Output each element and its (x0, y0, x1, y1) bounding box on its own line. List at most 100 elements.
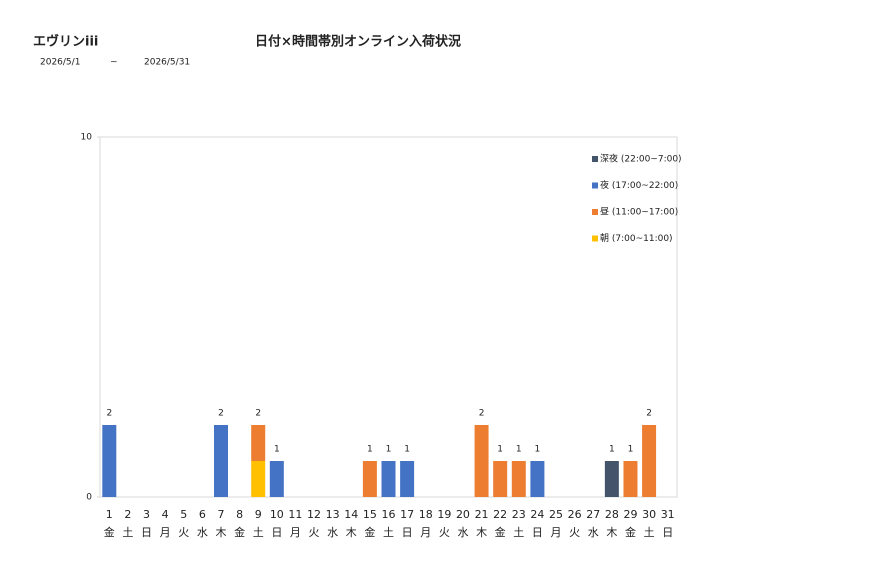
legend-label: 深夜 (22:00~7:00) (600, 153, 682, 165)
plot-area (99, 136, 678, 498)
x-tick-label: 20 (456, 508, 470, 521)
bar-segment (530, 461, 545, 497)
x-weekday-label: 木 (606, 526, 617, 539)
x-weekday-label: 土 (122, 526, 133, 539)
x-tick-label: 2 (124, 508, 131, 521)
x-tick-label: 18 (419, 508, 433, 521)
date-to: 2026/5/31 (144, 58, 190, 68)
x-weekday-label: 水 (588, 526, 599, 539)
x-tick-label: 7 (217, 508, 224, 521)
x-weekday-label: 木 (476, 526, 487, 539)
total-label: 1 (535, 445, 541, 455)
x-tick-label: 6 (199, 508, 206, 521)
x-tick-label: 11 (288, 508, 302, 521)
total-label: 2 (218, 409, 224, 419)
legend-swatch (592, 209, 598, 215)
x-tick-label: 26 (568, 508, 582, 521)
legend-swatch (592, 156, 598, 162)
bar-segment (623, 461, 638, 497)
bar-segment (493, 461, 508, 497)
bar-segment (381, 461, 396, 497)
x-tick-label: 13 (326, 508, 340, 521)
x-tick-label: 14 (344, 508, 358, 521)
bar-segment (511, 461, 526, 497)
x-tick-label: 31 (661, 508, 675, 521)
x-weekday-label: 日 (662, 526, 673, 539)
chart-title: 日付×時間帯別オンライン入荷状況 (255, 34, 461, 50)
x-weekday-label: 月 (160, 526, 171, 539)
store-name: エヴリンiii (33, 34, 98, 50)
bar-segment (474, 425, 489, 497)
x-weekday-label: 木 (346, 526, 357, 539)
total-label: 1 (497, 445, 503, 455)
x-tick-label: 9 (255, 508, 262, 521)
x-weekday-label: 火 (439, 526, 450, 539)
x-tick-label: 15 (363, 508, 377, 521)
total-label: 1 (404, 445, 410, 455)
bar-segment (269, 461, 284, 497)
total-label: 1 (386, 445, 392, 455)
x-tick-label: 29 (623, 508, 637, 521)
x-tick-label: 5 (180, 508, 187, 521)
legend-swatch (592, 235, 598, 242)
legend-label: 朝 (7:00~11:00) (600, 233, 673, 244)
x-weekday-label: 日 (532, 526, 543, 539)
x-tick-label: 4 (162, 508, 169, 521)
total-label: 2 (479, 409, 485, 419)
total-label: 2 (106, 409, 112, 419)
total-label: 2 (646, 409, 652, 419)
x-tick-label: 21 (475, 508, 489, 521)
bar-segment (213, 425, 228, 497)
x-weekday-label: 土 (513, 526, 524, 539)
x-weekday-label: 月 (420, 526, 431, 539)
x-weekday-label: 金 (104, 525, 115, 539)
bar-segment (251, 425, 266, 461)
date-sep: ~ (110, 58, 118, 68)
x-weekday-label: 土 (253, 526, 264, 539)
x-weekday-label: 土 (383, 526, 394, 539)
total-label: 1 (274, 445, 280, 455)
x-tick-label: 25 (549, 508, 563, 521)
x-weekday-label: 日 (141, 526, 152, 539)
x-tick-label: 8 (236, 508, 243, 521)
x-weekday-label: 日 (402, 526, 413, 539)
x-tick-label: 19 (437, 508, 451, 521)
x-tick-label: 16 (382, 508, 396, 521)
legend-label: 夜 (17:00~22:00) (600, 179, 678, 191)
x-tick-label: 17 (400, 508, 414, 521)
bar-segment (400, 461, 415, 497)
x-weekday-label: 火 (569, 526, 580, 539)
total-label: 2 (255, 409, 261, 419)
total-label: 1 (609, 445, 615, 455)
x-weekday-label: 木 (215, 526, 226, 539)
x-weekday-label: 金 (364, 525, 375, 539)
x-weekday-label: 金 (625, 525, 636, 539)
x-weekday-label: 金 (495, 525, 506, 539)
bar-segment (642, 425, 657, 497)
bar-segment (251, 461, 266, 497)
legend-label: 昼 (11:00~17:00) (600, 207, 678, 218)
x-weekday-label: 月 (290, 526, 301, 539)
total-label: 1 (628, 445, 634, 455)
x-weekday-label: 日 (271, 526, 282, 539)
x-weekday-label: 火 (178, 526, 189, 539)
x-tick-label: 10 (270, 508, 284, 521)
x-tick-label: 28 (605, 508, 619, 521)
y-tick-label: 0 (86, 493, 92, 503)
x-weekday-label: 水 (197, 526, 208, 539)
x-tick-label: 24 (530, 508, 544, 521)
x-weekday-label: 水 (457, 526, 468, 539)
bar-segment (102, 425, 117, 497)
bar-segment (362, 461, 377, 497)
total-label: 1 (367, 445, 373, 455)
x-weekday-label: 金 (234, 525, 245, 539)
x-tick-label: 1 (106, 508, 113, 521)
x-tick-label: 3 (143, 508, 150, 521)
x-weekday-label: 月 (551, 526, 562, 539)
legend-swatch (592, 182, 598, 189)
bar-segment (604, 461, 619, 497)
x-weekday-label: 水 (327, 526, 338, 539)
x-tick-label: 30 (642, 508, 656, 521)
x-weekday-label: 土 (644, 526, 655, 539)
